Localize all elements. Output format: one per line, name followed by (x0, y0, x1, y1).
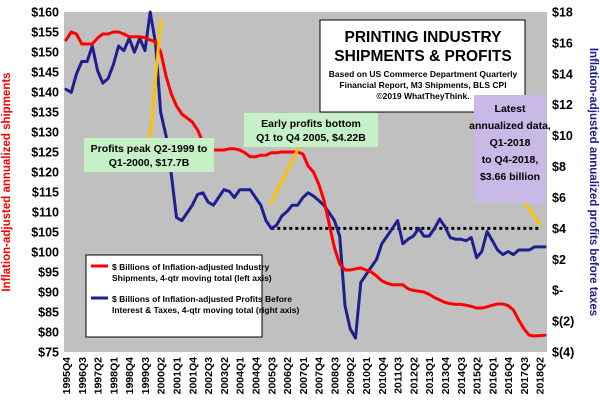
arrow-early-profits-bottom (268, 144, 302, 206)
x-tick-label: 2016Q1 (487, 357, 499, 395)
left-tick-label: $145 (31, 66, 59, 80)
annotation-latest-data-line-2: annualized data, (469, 120, 551, 132)
left-tick-label: $90 (38, 286, 59, 300)
annotation-latest-data-line-3: Q1-2018 (490, 137, 531, 149)
right-tick-label: $4 (552, 222, 566, 236)
left-tick-label: $160 (31, 6, 59, 20)
left-tick-label: $75 (38, 346, 59, 360)
x-axis-ticks: 1995Q4 1996Q3 1997Q2 1998Q1 1998Q4 1999Q3 2000… (61, 357, 547, 395)
x-tick-label: 2017Q3 (519, 357, 531, 395)
chart-subtitle-line-3: ©2019 WhatTheyThink. (376, 91, 469, 101)
right-tick-label: $8 (552, 160, 566, 174)
x-tick-label: 2013Q1 (424, 357, 436, 395)
chart-subtitle-line-2: Financial Report, M3 Shipments, BLS CPI (339, 80, 506, 90)
annotation-early-profits-bottom-line-2: Q1 to Q4 2005, $4.22B (256, 132, 366, 144)
arrow-latest-data (523, 202, 542, 226)
left-tick-label: $155 (31, 26, 59, 40)
x-tick-label: 2004Q1 (235, 357, 247, 395)
x-tick-label: 1998Q1 (108, 357, 120, 395)
x-tick-label: 2001Q1 (172, 357, 184, 395)
legend-label-shipments-line-1: $ Billions of Inflation-adjusted Industr… (112, 262, 270, 272)
right-tick-label: $2 (552, 253, 566, 267)
x-tick-label: 2002Q3 (203, 357, 215, 395)
right-axis-label: Inflation-adjusted annualized profits be… (587, 48, 599, 316)
left-tick-label: $130 (31, 126, 59, 140)
left-axis-label: Inflation-adjusted annualized shipments (1, 72, 13, 291)
x-tick-label: 2013Q4 (440, 357, 452, 395)
x-tick-label: 2011Q3 (393, 357, 405, 394)
x-tick-label: 1998Q4 (124, 357, 136, 395)
annotation-profits-peak: Profits peak Q2-1999 to Q1-2000, $17.7B (84, 18, 214, 172)
left-axis-ticks: $75 $80 $85 $90 $95 $100 $105 $110 $115 $120 $125 $… (31, 6, 59, 360)
x-tick-label: 1996Q3 (77, 357, 89, 395)
left-tick-label: $120 (31, 166, 59, 180)
right-tick-label: $18 (552, 6, 573, 20)
left-tick-label: $95 (38, 266, 59, 280)
x-tick-label: 2000Q2 (156, 357, 168, 395)
annotation-latest-data-line-4: to Q4-2018, (482, 154, 539, 166)
x-tick-label: 2003Q2 (219, 357, 231, 395)
left-tick-label: $110 (32, 206, 59, 220)
annotation-early-profits-bottom: Early profits bottom Q1 to Q4 2005, $4.2… (244, 113, 378, 206)
right-tick-label: $10 (552, 129, 573, 143)
chart-title-line-2: SHIPMENTS & PROFITS (334, 48, 511, 65)
left-tick-label: $105 (31, 226, 59, 240)
chart-title-line-1: PRINTING INDUSTRY (344, 29, 502, 46)
legend-label-profits-line-1: $ Billions of Inflation-adjusted Profits… (112, 294, 292, 304)
right-tick-label: $12 (552, 98, 573, 112)
x-tick-label: 2007Q1 (298, 357, 310, 395)
left-tick-label: $140 (31, 86, 59, 100)
x-tick-label: 2014Q3 (456, 357, 468, 395)
annotation-profits-peak-line-1: Profits peak Q2-1999 to (91, 143, 208, 155)
right-tick-label: $14 (552, 67, 573, 81)
right-tick-label: $- (552, 284, 563, 298)
x-tick-label: 2010Q1 (361, 357, 373, 395)
x-tick-label: 1995Q4 (61, 357, 73, 395)
right-tick-label: $16 (552, 36, 573, 50)
profits-series-line (64, 10, 547, 340)
x-tick-label: 2007Q4 (314, 357, 326, 395)
left-tick-label: $135 (31, 106, 59, 120)
right-tick-label: $(4) (552, 346, 574, 360)
left-tick-label: $125 (31, 146, 59, 160)
legend-label-shipments-line-2: Shipments, 4-qtr moving total (left axis… (112, 273, 272, 283)
x-tick-label: 2001Q4 (187, 357, 199, 395)
legend-label-profits-line-2: Interest & Taxes, 4-qtr moving total (ri… (112, 305, 300, 315)
right-tick-label: $6 (552, 191, 566, 205)
annotation-latest-data-line-1: Latest (495, 103, 526, 115)
x-tick-label: 1997Q2 (93, 357, 105, 395)
annotation-profits-peak-line-2: Q1-2000, $17.7B (109, 157, 190, 169)
x-tick-label: 2015Q2 (472, 357, 484, 395)
x-tick-label: 2005Q3 (266, 357, 278, 395)
annotation-early-profits-bottom-line-1: Early profits bottom (261, 118, 361, 130)
chart-subtitle-line-1: Based on US Commerce Department Quarterl… (329, 69, 518, 79)
x-tick-label: 1999Q3 (140, 357, 152, 395)
x-tick-label: 2006Q2 (282, 357, 294, 395)
left-tick-label: $80 (38, 326, 59, 340)
annotation-latest-data-line-5: $3.66 billion (480, 171, 540, 183)
shipments-series-line (64, 30, 547, 338)
x-tick-label: 2012Q2 (408, 357, 420, 395)
x-tick-label: 2009Q2 (345, 357, 357, 395)
x-tick-label: 2008Q3 (330, 357, 342, 395)
right-axis-ticks: $(4) $(2) $- $2 $4 $6 $8 $10 $12 $14 $16 $18 (552, 6, 574, 360)
x-tick-label: 2018Q2 (535, 357, 547, 395)
x-tick-label: 2004Q4 (251, 357, 263, 395)
right-tick-label: $(2) (552, 315, 574, 329)
x-tick-label: 2016Q4 (503, 357, 515, 395)
left-tick-label: $100 (31, 246, 59, 260)
left-tick-label: $150 (31, 46, 59, 60)
series-layer (64, 10, 547, 340)
arrow-profits-peak (148, 18, 163, 139)
x-tick-label: 2010Q4 (377, 357, 389, 395)
left-tick-label: $115 (32, 186, 59, 200)
left-tick-label: $85 (38, 306, 59, 320)
legend: $ Billions of Inflation-adjusted Industr… (85, 254, 300, 338)
annotation-latest-data: Latest annualized data, Q1-2018 to Q4-20… (469, 95, 551, 226)
